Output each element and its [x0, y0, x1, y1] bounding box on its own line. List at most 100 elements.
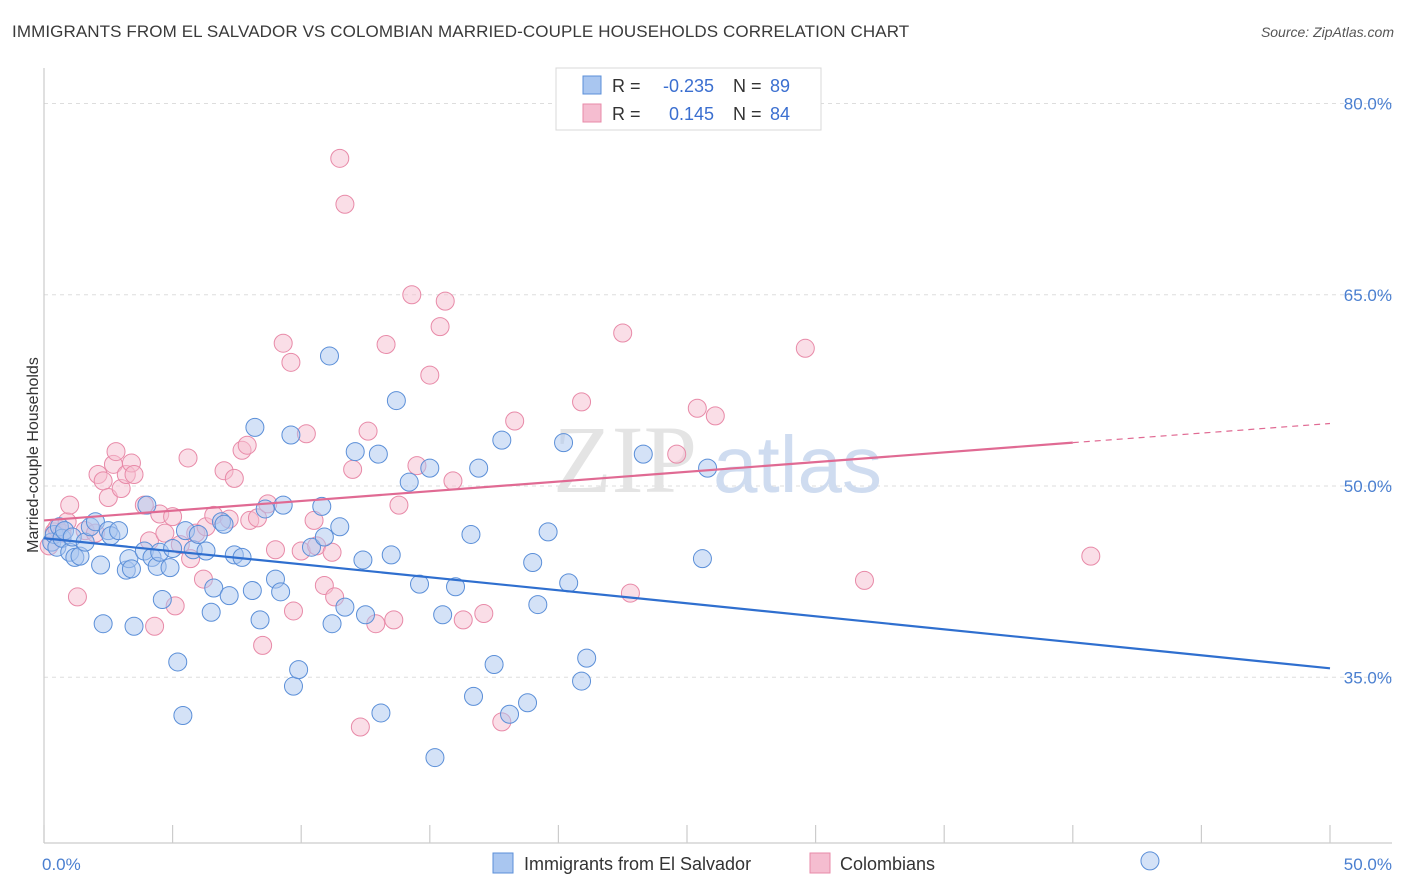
y-tick-label: 65.0%: [1344, 286, 1392, 305]
data-point-el-salvador: [1140, 851, 1160, 871]
data-point-colombians: [335, 194, 355, 214]
data-point-el-salvador: [93, 614, 113, 634]
data-point-colombians: [376, 334, 396, 354]
data-point-el-salvador: [523, 553, 543, 572]
data-point-el-salvador: [692, 549, 712, 569]
x-tick-label: 0.0%: [42, 855, 81, 874]
trend-line-el-salvador: [43, 537, 1331, 670]
data-point-colombians: [273, 333, 293, 353]
data-point-el-salvador: [446, 577, 466, 597]
data-point-colombians: [283, 601, 303, 621]
data-point-el-salvador: [214, 514, 234, 534]
data-point-el-salvador: [242, 581, 262, 601]
data-point-colombians: [155, 523, 175, 543]
y-tick-label: 50.0%: [1344, 477, 1392, 496]
data-point-el-salvador: [301, 537, 321, 557]
data-point-colombians: [322, 542, 342, 562]
data-point-colombians: [402, 285, 422, 305]
data-point-colombians: [253, 635, 273, 655]
legend-n-value: 89: [770, 76, 790, 96]
legend-swatch-pink: [582, 103, 602, 123]
data-point-colombians: [620, 583, 640, 603]
data-point-el-salvador: [312, 496, 332, 516]
data-point-el-salvador: [152, 589, 172, 609]
data-point-el-salvador: [484, 655, 504, 674]
data-point-colombians: [420, 365, 440, 385]
data-point-el-salvador: [577, 648, 597, 668]
data-point-colombians: [505, 411, 525, 431]
data-point-colombians: [474, 604, 494, 623]
bottom-legend: Immigrants from El Salvador Colombians: [492, 852, 935, 874]
y-tick-label: 35.0%: [1344, 668, 1392, 687]
legend-swatch-blue: [582, 75, 602, 95]
data-point-el-salvador: [160, 558, 180, 578]
data-point-colombians: [124, 465, 144, 485]
data-point-colombians: [358, 421, 378, 441]
data-point-colombians: [435, 291, 455, 311]
data-point-el-salvador: [461, 524, 481, 544]
data-point-el-salvador: [399, 472, 419, 492]
data-point-colombians: [687, 398, 707, 418]
data-point-el-salvador: [188, 524, 208, 544]
data-point-el-salvador: [121, 559, 141, 579]
data-point-colombians: [613, 323, 633, 343]
data-point-el-salvador: [273, 495, 293, 515]
x-tick-label: 50.0%: [1344, 855, 1392, 874]
data-point-el-salvador: [173, 706, 193, 725]
data-point-el-salvador: [124, 616, 144, 636]
data-point-el-salvador: [345, 442, 365, 462]
data-point-el-salvador: [538, 522, 558, 542]
data-point-colombians: [178, 448, 198, 468]
data-point-el-salvador: [469, 458, 489, 478]
data-point-el-salvador: [330, 517, 350, 537]
data-point-el-salvador: [353, 550, 373, 570]
data-point-colombians: [389, 495, 409, 515]
legend-n-label: N =: [733, 76, 762, 96]
data-point-el-salvador: [386, 391, 406, 411]
data-point-el-salvador: [464, 686, 484, 706]
data-point-el-salvador: [289, 660, 309, 680]
data-point-el-salvador: [109, 521, 129, 541]
data-point-el-salvador: [204, 578, 224, 598]
data-point-colombians: [1081, 546, 1101, 566]
data-point-colombians: [384, 610, 404, 630]
data-point-el-salvador: [554, 433, 574, 453]
data-point-el-salvador: [371, 703, 391, 723]
legend-n-label: N =: [733, 104, 762, 124]
series-colombians: [39, 148, 1101, 737]
y-tick-label: 80.0%: [1344, 95, 1392, 114]
data-point-el-salvador: [322, 614, 342, 634]
legend-r-value: 0.145: [669, 104, 714, 124]
data-point-el-salvador: [633, 444, 653, 464]
trend-line-colombians-extension: [1072, 422, 1331, 444]
data-point-colombians: [330, 148, 350, 168]
data-point-colombians: [265, 540, 285, 560]
legend-r-label: R =: [612, 104, 641, 124]
data-point-el-salvador: [314, 527, 334, 547]
data-point-colombians: [237, 435, 257, 455]
data-point-el-salvador: [250, 610, 270, 630]
data-point-colombians: [93, 471, 113, 491]
data-point-el-salvador: [219, 586, 239, 606]
data-point-colombians: [443, 471, 463, 491]
data-point-el-salvador: [381, 545, 401, 565]
data-point-el-salvador: [433, 605, 453, 625]
data-point-el-salvador: [368, 444, 388, 464]
data-point-colombians: [67, 587, 87, 607]
data-point-el-salvador: [201, 602, 221, 622]
data-point-colombians: [145, 616, 165, 636]
x-tick-labels: 0.0% 50.0%: [42, 855, 1392, 874]
data-point-el-salvador: [425, 748, 445, 768]
data-point-el-salvador: [559, 573, 579, 593]
data-point-colombians: [795, 338, 815, 358]
data-point-colombians: [343, 459, 363, 479]
chart-title: IMMIGRANTS FROM EL SALVADOR VS COLOMBIAN…: [12, 22, 910, 41]
trend-lines: [43, 422, 1331, 670]
data-point-el-salvador: [245, 417, 265, 437]
y-tick-labels: 80.0% 65.0% 50.0% 35.0%: [1344, 95, 1392, 688]
data-point-el-salvador: [196, 541, 216, 561]
bottom-legend-label-el-salvador: Immigrants from El Salvador: [524, 854, 751, 874]
data-point-colombians: [350, 717, 370, 737]
data-point-el-salvador: [271, 582, 291, 602]
